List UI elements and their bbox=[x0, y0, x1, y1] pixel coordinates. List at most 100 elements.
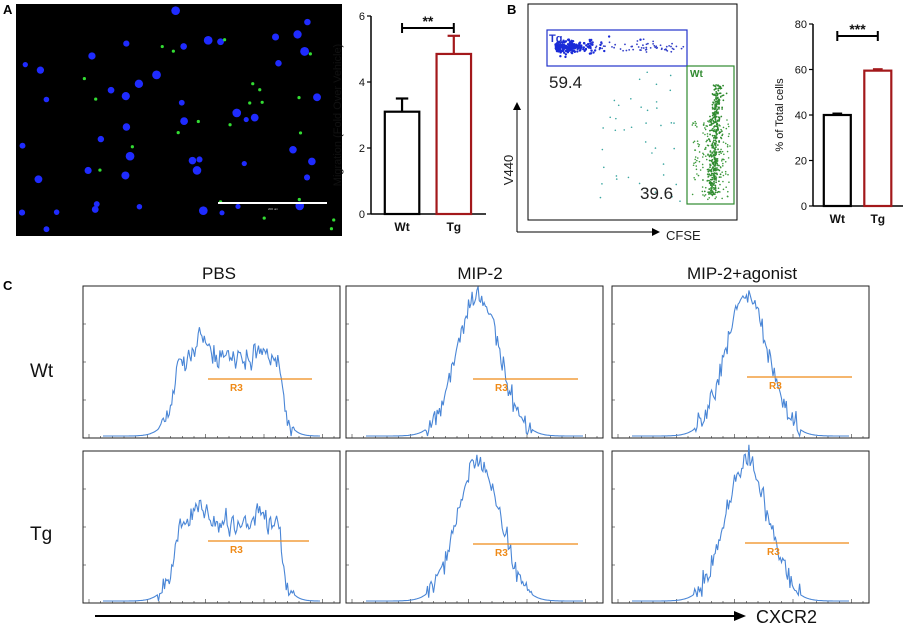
wt-event bbox=[727, 173, 729, 176]
blue-cell bbox=[122, 123, 131, 131]
scatter-event bbox=[630, 98, 632, 100]
wt-event bbox=[707, 138, 710, 140]
wt-event bbox=[718, 106, 720, 109]
wt-event bbox=[692, 122, 695, 125]
wt-event bbox=[703, 190, 706, 193]
wt-event bbox=[704, 146, 707, 149]
tg-event bbox=[663, 48, 666, 51]
wt-event bbox=[712, 147, 715, 149]
wt-event bbox=[716, 164, 719, 166]
tg-event bbox=[554, 45, 558, 48]
wt-event bbox=[708, 121, 710, 123]
wt-event bbox=[727, 190, 729, 193]
wt-event bbox=[712, 152, 714, 154]
wt-event bbox=[708, 124, 711, 127]
wt-event bbox=[712, 141, 715, 144]
row-label: Wt bbox=[30, 361, 54, 382]
wt-event bbox=[714, 167, 717, 170]
wt-event bbox=[728, 181, 730, 183]
green-cell bbox=[260, 100, 264, 104]
wt-event bbox=[696, 126, 698, 128]
wt-event bbox=[702, 152, 704, 155]
wt-event bbox=[710, 154, 713, 157]
wt-event bbox=[717, 89, 720, 92]
tg-event bbox=[557, 50, 560, 53]
wt-event bbox=[725, 186, 727, 188]
blue-cell bbox=[232, 108, 242, 118]
tg-event bbox=[593, 49, 597, 52]
wt-event bbox=[709, 129, 711, 132]
wt-event bbox=[711, 128, 714, 130]
tg-event bbox=[590, 41, 593, 44]
tg-event bbox=[562, 49, 565, 52]
wt-event bbox=[709, 150, 712, 152]
wt-event bbox=[709, 140, 711, 143]
wt-event bbox=[708, 196, 711, 199]
wt-event bbox=[719, 95, 722, 98]
wt-event bbox=[694, 156, 697, 158]
blue-cell bbox=[243, 117, 249, 123]
y-tick-label: 40 bbox=[795, 110, 807, 122]
wt-event bbox=[713, 125, 716, 127]
blue-cell bbox=[125, 151, 135, 161]
blue-cell bbox=[241, 160, 247, 167]
wt-event bbox=[707, 120, 709, 122]
wt-event bbox=[705, 125, 708, 127]
wt-event bbox=[691, 124, 694, 126]
scatter-event bbox=[613, 99, 616, 102]
wt-event bbox=[722, 158, 725, 161]
wt-event bbox=[712, 193, 715, 196]
tg-event bbox=[670, 50, 673, 53]
wt-event bbox=[712, 122, 715, 125]
wt-event bbox=[711, 106, 714, 109]
wt-event bbox=[727, 157, 730, 159]
tg-event bbox=[608, 41, 611, 44]
tg-event bbox=[642, 47, 645, 49]
scatter-event bbox=[669, 74, 672, 77]
wt-event bbox=[697, 143, 699, 145]
wt-event bbox=[711, 172, 714, 175]
wt-event bbox=[714, 137, 717, 139]
tg-event bbox=[665, 45, 668, 48]
wt-event bbox=[715, 140, 718, 143]
y-axis-label: % of Total cells bbox=[774, 78, 786, 152]
green-cell bbox=[297, 197, 301, 202]
wt-event bbox=[711, 142, 714, 145]
wt-event bbox=[698, 143, 701, 146]
wt-event bbox=[728, 133, 730, 135]
tg-event bbox=[571, 49, 574, 53]
histogram-frame bbox=[345, 285, 604, 439]
wt-event bbox=[713, 108, 716, 111]
wt-event bbox=[698, 151, 701, 153]
tg-event bbox=[578, 49, 582, 52]
wt-event bbox=[715, 128, 718, 131]
wt-event bbox=[726, 145, 729, 148]
tg-event bbox=[645, 48, 648, 51]
wt-event bbox=[712, 137, 715, 139]
tg-event bbox=[587, 46, 591, 49]
y-tick-label: 60 bbox=[795, 65, 807, 77]
wt-event bbox=[694, 149, 697, 151]
scatter-event bbox=[679, 200, 681, 202]
wt-event bbox=[722, 162, 724, 165]
wt-event bbox=[712, 119, 715, 122]
wt-event bbox=[715, 88, 717, 90]
tg-event bbox=[598, 48, 601, 51]
scatter-event bbox=[671, 195, 673, 198]
wt-event bbox=[719, 131, 722, 134]
wt-event bbox=[714, 161, 717, 164]
cxcr2-label: CXCR2 bbox=[756, 607, 817, 627]
significance-label: ** bbox=[422, 13, 433, 29]
green-cell bbox=[160, 44, 164, 49]
category-label: Tg bbox=[870, 212, 885, 226]
wt-event bbox=[707, 173, 709, 176]
column-title: MIP-2+agonist bbox=[687, 264, 797, 283]
bar-wt bbox=[383, 110, 421, 216]
wt-event bbox=[704, 155, 707, 157]
scatter-event bbox=[662, 163, 665, 165]
tg-event bbox=[671, 47, 674, 50]
migration-bar-chart: 0 2 4 6 Wt Tg ** Migration (Fold Over Vehicle) bbox=[332, 11, 486, 234]
blue-cell bbox=[289, 145, 297, 154]
tg-event bbox=[562, 51, 566, 54]
